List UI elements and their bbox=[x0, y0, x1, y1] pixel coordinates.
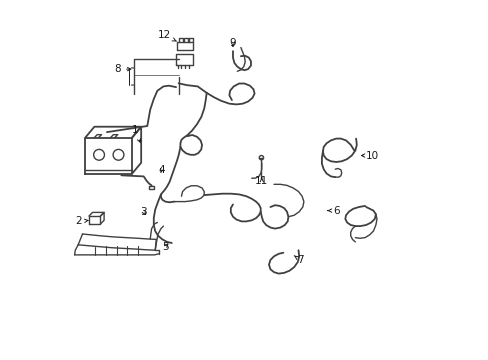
Text: 4: 4 bbox=[158, 165, 164, 175]
Text: 1: 1 bbox=[131, 125, 140, 142]
Text: 9: 9 bbox=[229, 38, 236, 48]
Text: 6: 6 bbox=[327, 206, 339, 216]
Text: 10: 10 bbox=[361, 150, 378, 161]
Text: 8: 8 bbox=[114, 64, 131, 74]
Text: 5: 5 bbox=[162, 242, 168, 252]
Text: 12: 12 bbox=[158, 30, 176, 41]
Text: 2: 2 bbox=[76, 216, 88, 226]
Text: 7: 7 bbox=[294, 255, 303, 265]
Text: 3: 3 bbox=[140, 207, 147, 217]
Text: 11: 11 bbox=[255, 176, 268, 186]
